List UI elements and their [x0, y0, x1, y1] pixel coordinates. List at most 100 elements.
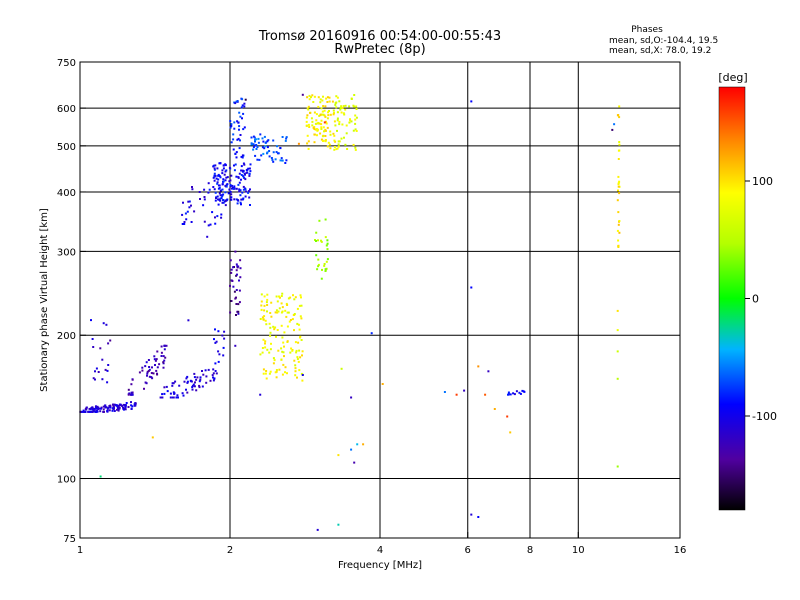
data-point: [235, 156, 238, 159]
data-point: [521, 389, 524, 392]
data-point: [240, 165, 243, 168]
colorbar-tick-label: 0: [752, 293, 759, 306]
data-point: [222, 199, 225, 201]
data-point: [130, 407, 133, 410]
data-point: [259, 353, 262, 356]
data-point: [262, 152, 265, 155]
data-point: [193, 372, 196, 375]
y-tick-label: 400: [57, 188, 76, 199]
data-point: [232, 266, 235, 269]
data-point: [229, 185, 232, 188]
data-point: [340, 137, 343, 140]
data-point: [275, 369, 278, 371]
data-point: [134, 402, 137, 405]
data-point: [515, 390, 518, 393]
data-point: [286, 325, 289, 328]
data-point: [617, 189, 619, 192]
data-point: [295, 349, 298, 352]
data-point: [281, 159, 284, 162]
data-point: [160, 345, 163, 348]
data-point: [294, 296, 297, 299]
data-point: [280, 358, 283, 361]
data-point: [348, 105, 351, 108]
data-point: [216, 181, 219, 184]
data-point: [266, 310, 268, 313]
data-point: [326, 117, 329, 120]
data-point: [274, 311, 277, 314]
data-point: [324, 128, 327, 131]
data-point: [264, 340, 267, 343]
data-point: [224, 170, 227, 173]
data-point: [243, 172, 246, 175]
data-point: [229, 120, 232, 123]
data-point: [148, 368, 151, 371]
chart-subtitle: RwPretec (8p): [334, 42, 425, 57]
data-point: [217, 203, 220, 206]
data-point: [235, 263, 238, 266]
grid: [80, 62, 680, 538]
data-point: [336, 117, 339, 120]
data-point: [172, 396, 175, 399]
data-point: [219, 199, 222, 202]
data-point: [355, 116, 358, 119]
data-point: [336, 111, 339, 114]
data-point: [274, 158, 277, 161]
data-point: [259, 393, 262, 396]
data-point: [285, 159, 288, 162]
data-point: [241, 170, 244, 173]
data-point: [296, 376, 298, 379]
data-point: [352, 104, 355, 107]
data-point: [307, 147, 310, 150]
data-point: [209, 223, 212, 226]
data-point: [272, 357, 275, 360]
data-point: [236, 266, 239, 269]
data-point: [229, 126, 232, 129]
data-point: [275, 370, 278, 373]
data-point: [352, 129, 355, 132]
data-point: [122, 406, 124, 409]
data-point: [127, 406, 130, 408]
data-point: [162, 362, 165, 365]
data-point: [230, 271, 233, 274]
data-point: [233, 290, 236, 293]
data-point: [222, 354, 225, 357]
data-point: [240, 155, 243, 158]
data-point: [205, 375, 208, 378]
data-point: [232, 133, 235, 136]
data-point: [213, 168, 216, 171]
data-point: [163, 359, 166, 362]
data-point: [118, 407, 121, 410]
data-point: [297, 360, 300, 363]
data-point: [328, 110, 330, 112]
data-point: [268, 155, 271, 158]
data-point: [91, 410, 94, 413]
data-point: [325, 122, 328, 125]
data-point: [263, 309, 266, 312]
data-point: [258, 158, 261, 161]
data-point: [323, 109, 326, 112]
data-point: [280, 302, 283, 305]
data-point: [316, 122, 319, 125]
data-point: [293, 298, 296, 301]
data-point: [187, 200, 190, 203]
data-point: [470, 286, 473, 289]
data-point: [311, 124, 314, 127]
data-point: [233, 121, 236, 124]
data-point: [198, 386, 201, 389]
data-point: [237, 303, 240, 306]
data-point: [284, 366, 287, 369]
data-point: [280, 311, 283, 314]
data-point: [255, 144, 258, 146]
data-point: [260, 304, 263, 307]
data-point: [214, 341, 217, 344]
data-point: [225, 176, 228, 179]
data-point: [248, 172, 251, 175]
data-point: [104, 368, 107, 371]
data-point: [276, 300, 279, 303]
data-point: [268, 322, 271, 325]
data-point: [106, 381, 109, 384]
data-point: [284, 371, 286, 374]
data-point: [276, 329, 279, 331]
data-point: [317, 265, 320, 268]
data-point: [509, 393, 512, 396]
